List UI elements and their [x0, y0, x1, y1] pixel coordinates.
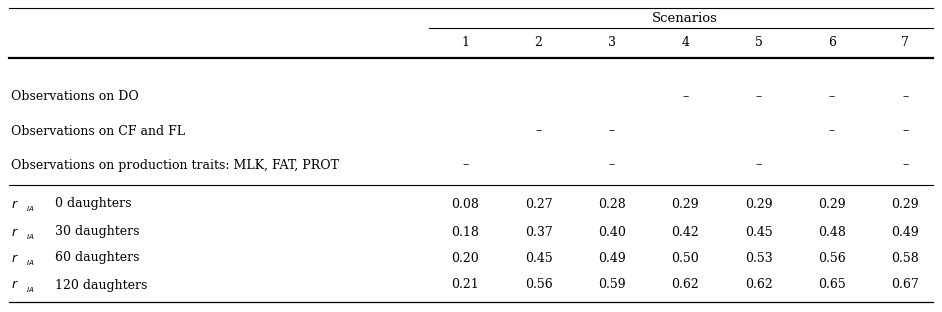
Text: $r$: $r$ — [11, 226, 19, 238]
Text: 0.29: 0.29 — [745, 197, 772, 211]
Text: 0.29: 0.29 — [819, 197, 846, 211]
Text: 0.20: 0.20 — [451, 251, 479, 265]
Text: –: – — [755, 90, 762, 104]
Text: 0.59: 0.59 — [598, 279, 625, 291]
Text: –: – — [755, 158, 762, 172]
Text: –: – — [829, 90, 836, 104]
Text: 60 daughters: 60 daughters — [51, 251, 139, 265]
Text: 3: 3 — [608, 36, 616, 48]
Text: $_{\mathit{IA}}$: $_{\mathit{IA}}$ — [26, 258, 35, 268]
Text: 0.45: 0.45 — [745, 226, 772, 238]
Text: 6: 6 — [828, 36, 836, 48]
Text: 7: 7 — [901, 36, 909, 48]
Text: –: – — [902, 124, 908, 138]
Text: 0.62: 0.62 — [745, 279, 772, 291]
Text: Observations on production traits: MLK, FAT, PROT: Observations on production traits: MLK, … — [11, 158, 339, 172]
Text: 0.18: 0.18 — [451, 226, 479, 238]
Text: 0.49: 0.49 — [598, 251, 625, 265]
Text: 0.62: 0.62 — [672, 279, 699, 291]
Text: 0.56: 0.56 — [525, 279, 553, 291]
Text: –: – — [902, 90, 908, 104]
Text: 0.48: 0.48 — [818, 226, 846, 238]
Text: 0 daughters: 0 daughters — [51, 197, 131, 211]
Text: 0.29: 0.29 — [672, 197, 699, 211]
Text: $r$: $r$ — [11, 251, 19, 265]
Text: –: – — [609, 158, 615, 172]
Text: $r$: $r$ — [11, 279, 19, 291]
Text: 0.56: 0.56 — [818, 251, 846, 265]
Text: $_{\mathit{IA}}$: $_{\mathit{IA}}$ — [26, 232, 35, 242]
Text: 4: 4 — [681, 36, 690, 48]
Text: –: – — [902, 158, 908, 172]
Text: 0.37: 0.37 — [525, 226, 553, 238]
Text: 0.58: 0.58 — [891, 251, 919, 265]
Text: Scenarios: Scenarios — [653, 12, 718, 25]
Text: 0.45: 0.45 — [525, 251, 553, 265]
Text: 0.49: 0.49 — [891, 226, 919, 238]
Text: 0.40: 0.40 — [598, 226, 625, 238]
Text: 120 daughters: 120 daughters — [51, 279, 147, 291]
Text: Observations on DO: Observations on DO — [11, 90, 139, 104]
Text: $r$: $r$ — [11, 197, 19, 211]
Text: 1: 1 — [462, 36, 469, 48]
Text: 5: 5 — [755, 36, 763, 48]
Text: 0.27: 0.27 — [525, 197, 552, 211]
Text: –: – — [682, 90, 689, 104]
Text: 30 daughters: 30 daughters — [51, 226, 139, 238]
Text: 0.53: 0.53 — [745, 251, 772, 265]
Text: 0.28: 0.28 — [598, 197, 625, 211]
Text: –: – — [535, 124, 542, 138]
Text: 0.65: 0.65 — [818, 279, 846, 291]
Text: –: – — [609, 124, 615, 138]
Text: 0.42: 0.42 — [672, 226, 699, 238]
Text: 0.67: 0.67 — [891, 279, 919, 291]
Text: 0.21: 0.21 — [451, 279, 479, 291]
Text: –: – — [829, 124, 836, 138]
Text: 0.08: 0.08 — [451, 197, 479, 211]
Text: Observations on CF and FL: Observations on CF and FL — [11, 124, 186, 138]
Text: 0.50: 0.50 — [672, 251, 699, 265]
Text: –: – — [463, 158, 468, 172]
Text: $_{\mathit{IA}}$: $_{\mathit{IA}}$ — [26, 204, 35, 214]
Text: 0.29: 0.29 — [891, 197, 919, 211]
Text: 2: 2 — [535, 36, 543, 48]
Text: $_{\mathit{IA}}$: $_{\mathit{IA}}$ — [26, 285, 35, 295]
